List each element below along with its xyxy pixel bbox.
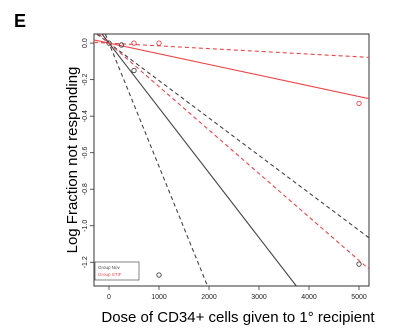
points-layer — [106, 40, 362, 278]
nov-solid-fit-line-0 — [101, 33, 297, 287]
x-tick-label-0: 0 — [107, 294, 111, 301]
stif-dashed-fit-line-5 — [98, 33, 370, 270]
x-tick-label-3: 3000 — [251, 294, 267, 301]
y-tick-label-4: -0.8 — [82, 183, 89, 195]
plot-frame — [93, 33, 370, 287]
stif-solid-fit-line-3 — [93, 39, 370, 100]
legend-box — [94, 261, 140, 281]
y-tick-label-3: -0.6 — [82, 147, 89, 159]
legend-entry-nov: Group Nov — [98, 265, 121, 270]
stif-data-point-6 — [156, 40, 162, 46]
nov-data-point-4 — [356, 261, 362, 267]
y-tick-label-1: -0.2 — [82, 74, 89, 86]
nov-dashed-fit-line-2 — [96, 33, 370, 239]
y-tick-label-5: -1.0 — [82, 220, 89, 232]
y-tick-label-0: 0.0 — [82, 38, 89, 48]
nov-dashed-fit-line-1 — [104, 33, 209, 287]
stif-data-point-5 — [131, 40, 137, 46]
panel-label: E — [14, 11, 26, 31]
fit-lines-layer — [93, 33, 370, 287]
nov-data-point-2 — [131, 67, 137, 74]
y-axis-label: Log Fraction not responding — [64, 67, 81, 254]
x-tick-label-2: 2000 — [201, 294, 217, 301]
stif-data-point-7 — [356, 100, 362, 107]
x-tick-label-5: 5000 — [351, 294, 367, 301]
y-tick-label-6: -1.2 — [82, 256, 89, 268]
nov-data-point-0 — [106, 40, 112, 46]
y-tick-label-2: -0.4 — [82, 110, 89, 122]
legend: Group Nov Group STIF — [94, 261, 140, 281]
nov-data-point-3 — [156, 272, 162, 278]
y-axis: 0.0 -0.2 -0.4 -0.6 -0.8 -1.0 -1.2 — [82, 38, 94, 268]
stif-dashed-fit-line-4 — [93, 41, 370, 58]
x-tick-label-4: 4000 — [301, 294, 317, 301]
x-axis-label: Dose of CD34+ cells given to 1° recipien… — [101, 309, 375, 326]
nov-data-point-1 — [118, 42, 125, 48]
x-axis: 0 1000 2000 3000 4000 5000 — [107, 286, 367, 301]
x-tick-label-1: 1000 — [151, 294, 167, 301]
legend-entry-stif: Group STIF — [98, 272, 122, 277]
